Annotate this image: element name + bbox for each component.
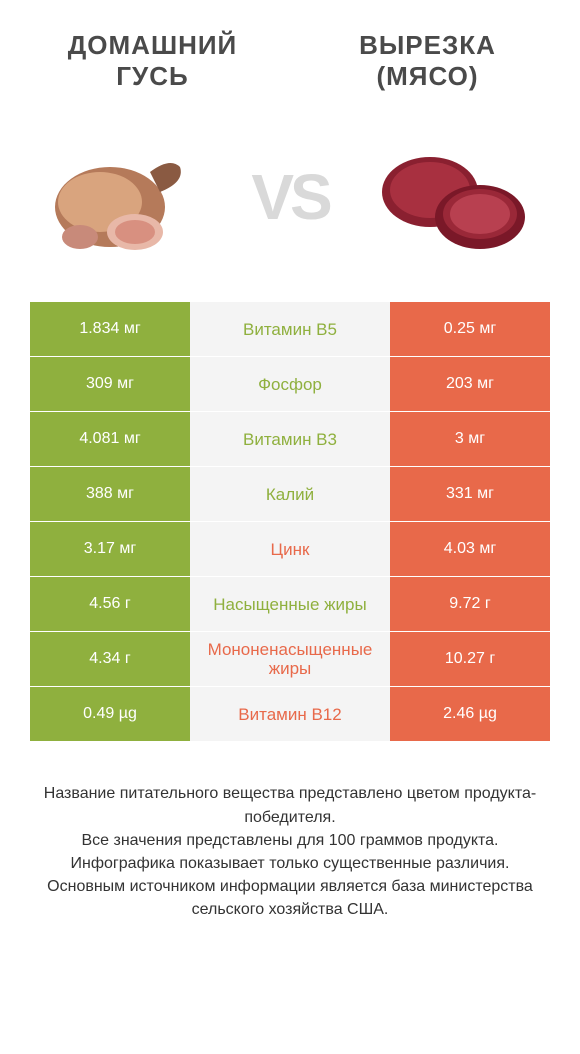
left-value: 388 мг	[30, 467, 190, 521]
left-value: 309 мг	[30, 357, 190, 411]
footer-line: Основным источником информации является …	[30, 875, 550, 921]
nutrient-label: Насыщенные жиры	[190, 577, 390, 631]
footer-line: Все значения представлены для 100 граммо…	[30, 829, 550, 852]
left-value: 4.34 г	[30, 632, 190, 686]
table-row: 0.49 µgВитамин B122.46 µg	[30, 687, 550, 742]
tenderloin-image	[370, 132, 540, 262]
left-value: 4.56 г	[30, 577, 190, 631]
table-row: 1.834 мгВитамин B50.25 мг	[30, 302, 550, 357]
left-value: 1.834 мг	[30, 302, 190, 356]
right-value: 9.72 г	[390, 577, 550, 631]
vs-label: VS	[251, 160, 328, 234]
right-value: 2.46 µg	[390, 687, 550, 741]
footer-line: Название питательного вещества представл…	[30, 782, 550, 828]
right-product-title: ВЫРЕЗКА (МЯСО)	[315, 30, 540, 92]
table-row: 4.081 мгВитамин B33 мг	[30, 412, 550, 467]
right-value: 3 мг	[390, 412, 550, 466]
left-value: 0.49 µg	[30, 687, 190, 741]
comparison-table: 1.834 мгВитамин B50.25 мг309 мгФосфор203…	[30, 302, 550, 742]
table-row: 3.17 мгЦинк4.03 мг	[30, 522, 550, 577]
nutrient-label: Фосфор	[190, 357, 390, 411]
nutrient-label: Витамин B3	[190, 412, 390, 466]
left-product-title: ДОМАШНИЙ ГУСЬ	[40, 30, 265, 92]
nutrient-label: Калий	[190, 467, 390, 521]
nutrient-label: Цинк	[190, 522, 390, 576]
table-row: 388 мгКалий331 мг	[30, 467, 550, 522]
table-row: 309 мгФосфор203 мг	[30, 357, 550, 412]
right-value: 0.25 мг	[390, 302, 550, 356]
footer-notes: Название питательного вещества представл…	[0, 742, 580, 921]
right-value: 10.27 г	[390, 632, 550, 686]
images-row: VS	[0, 102, 580, 302]
nutrient-label: Витамин B5	[190, 302, 390, 356]
header: ДОМАШНИЙ ГУСЬ ВЫРЕЗКА (МЯСО)	[0, 0, 580, 102]
table-row: 4.34 гМононенасыщенные жиры10.27 г	[30, 632, 550, 687]
goose-image	[40, 132, 210, 262]
left-value: 4.081 мг	[30, 412, 190, 466]
footer-line: Инфографика показывает только существенн…	[30, 852, 550, 875]
nutrient-label: Мононенасыщенные жиры	[190, 632, 390, 686]
table-row: 4.56 гНасыщенные жиры9.72 г	[30, 577, 550, 632]
nutrient-label: Витамин B12	[190, 687, 390, 741]
right-value: 4.03 мг	[390, 522, 550, 576]
left-value: 3.17 мг	[30, 522, 190, 576]
right-value: 203 мг	[390, 357, 550, 411]
right-value: 331 мг	[390, 467, 550, 521]
